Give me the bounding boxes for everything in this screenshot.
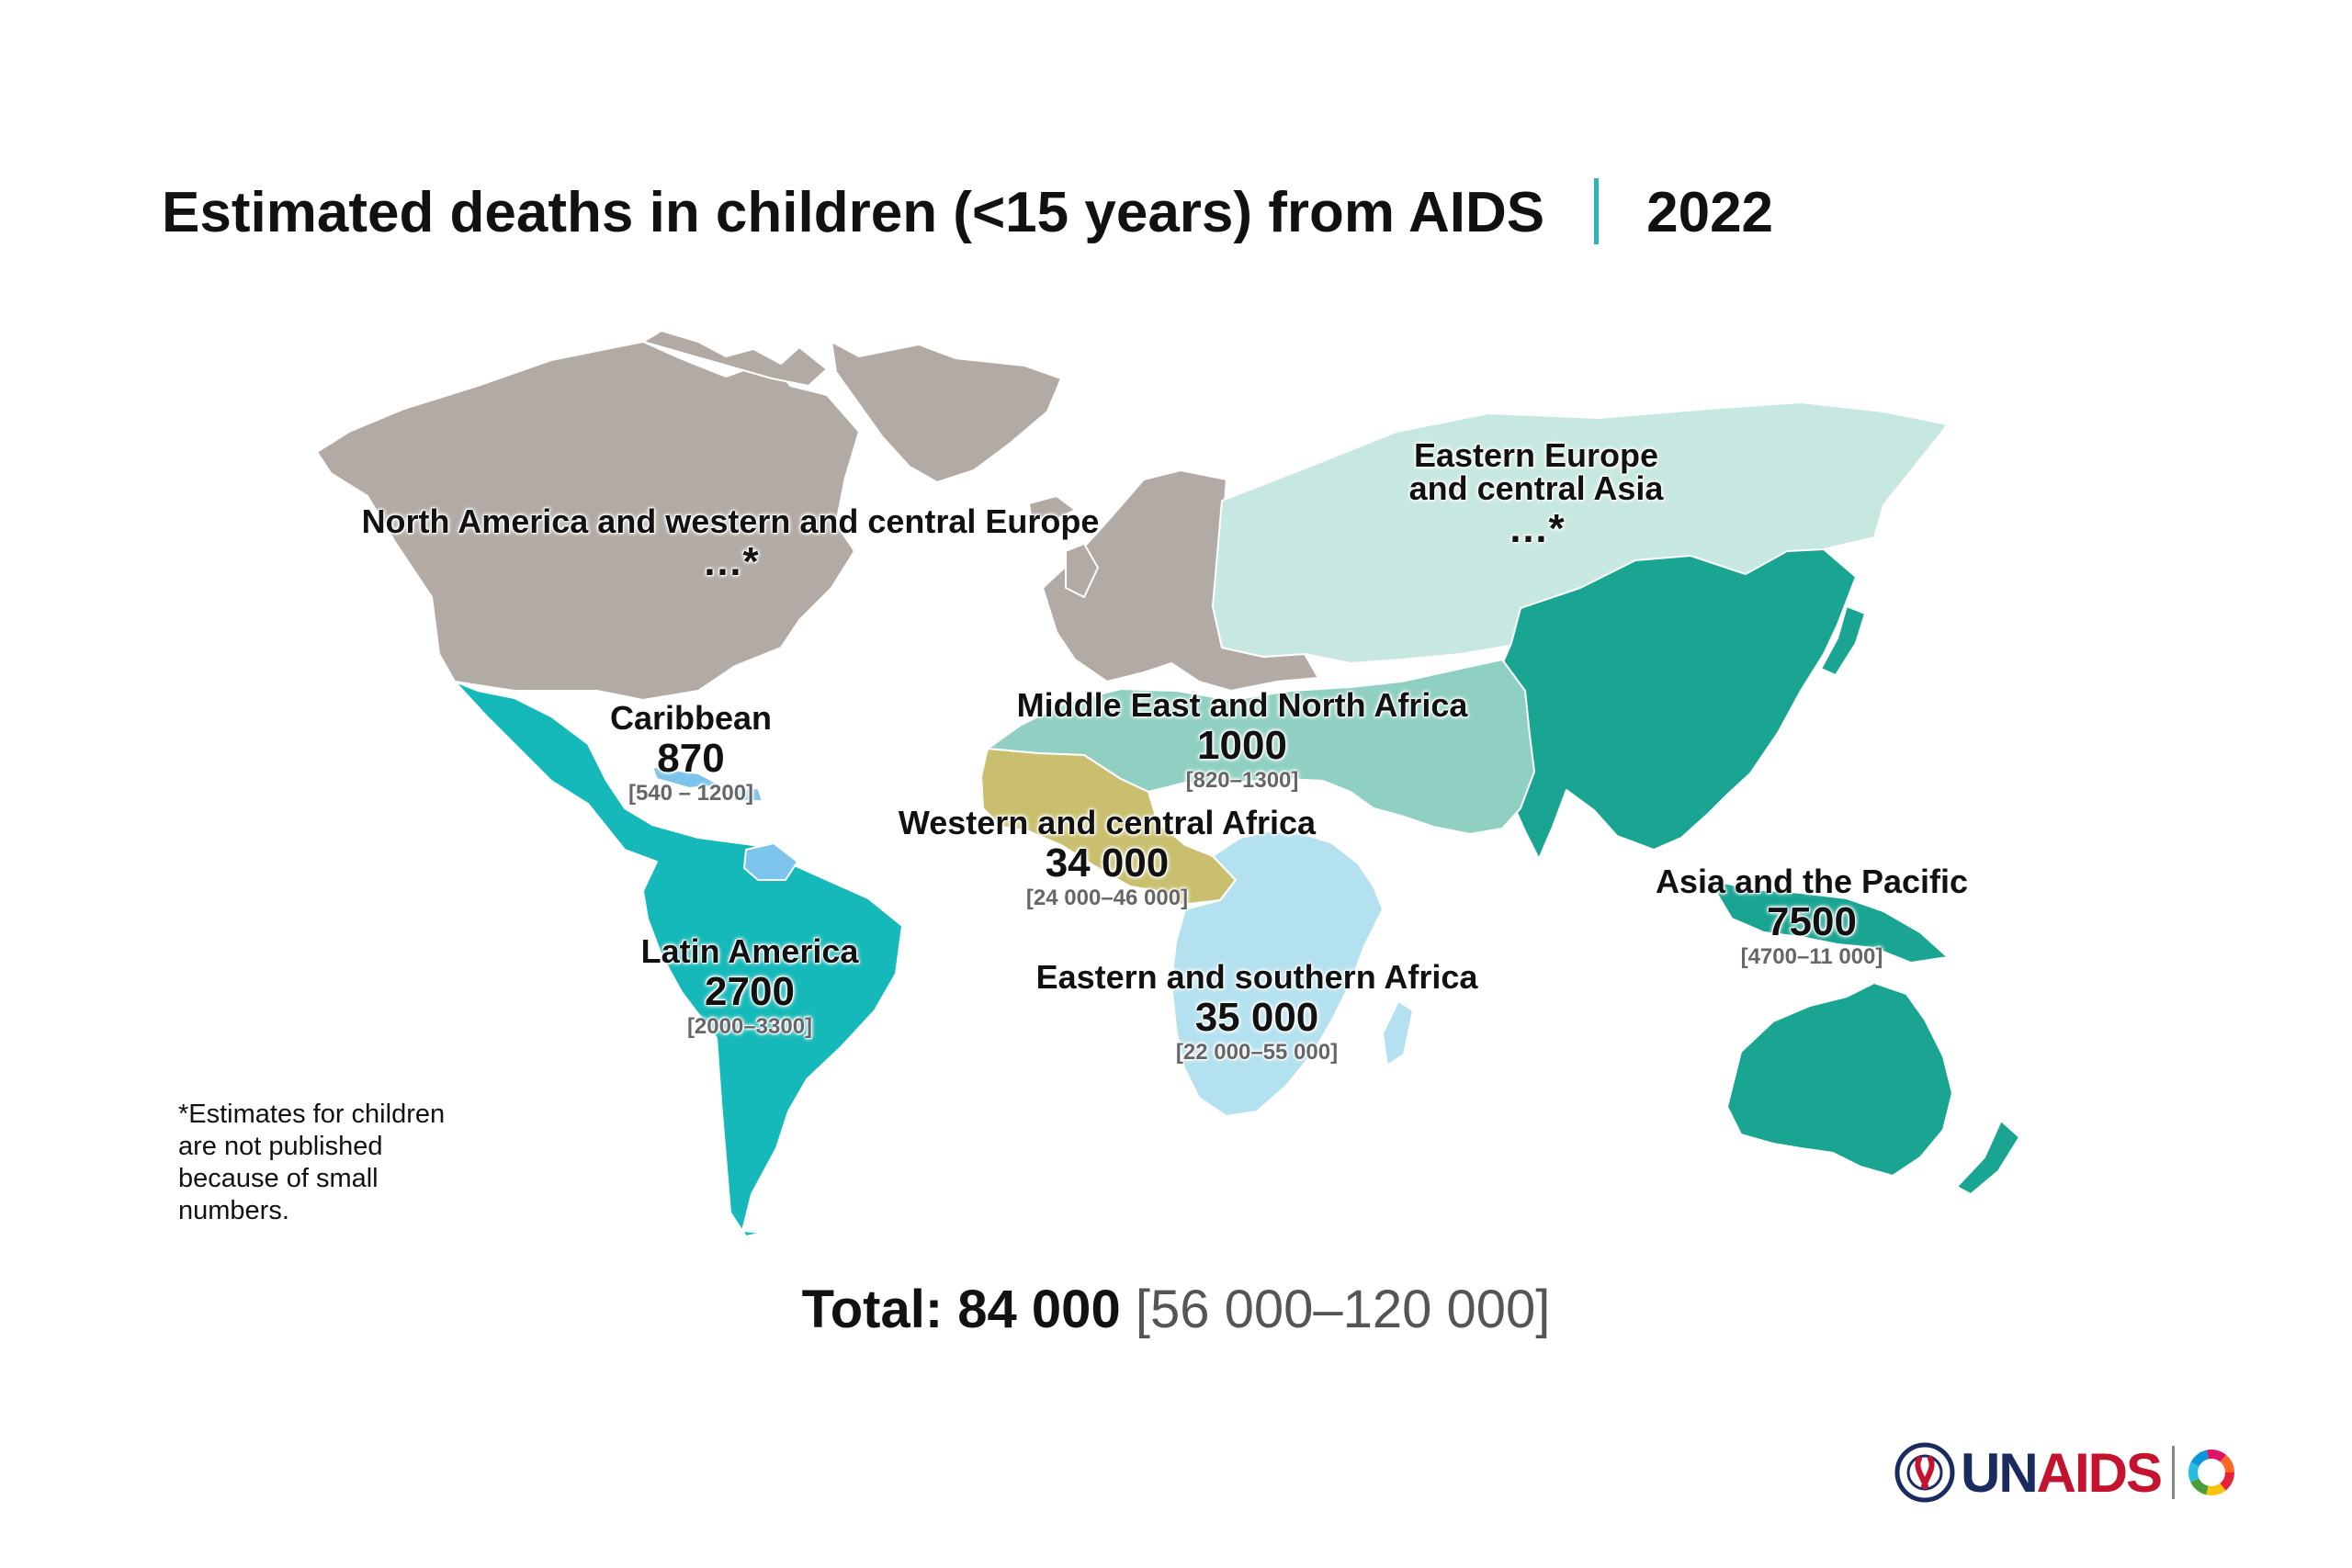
title-text: Estimated deaths in children (<15 years)… xyxy=(162,181,1545,244)
region-eastern-southern-africa xyxy=(1170,830,1384,1117)
region-north-america xyxy=(316,341,860,701)
region-name: Caribbean xyxy=(609,699,773,737)
footnote: *Estimates for children are not publishe… xyxy=(178,1099,491,1227)
region-value: …* xyxy=(702,539,759,584)
footnote-line: *Estimates for children xyxy=(178,1100,446,1129)
region-value: 7500 xyxy=(1767,899,1857,944)
total-value: 84 000 xyxy=(957,1280,1121,1339)
label-middle-east-north-africa: Middle East and North Africa 1000 [820–1… xyxy=(1017,687,1468,794)
region-guianas xyxy=(743,842,798,881)
region-canada-arctic xyxy=(642,330,828,387)
region-middle-east-north-africa xyxy=(987,659,1535,835)
label-asia-pacific: Asia and the Pacific 7500 [4700–11 000] xyxy=(1656,863,1968,970)
sdg-wheel-icon xyxy=(2188,1450,2235,1495)
total-line: Total: 84 000 [56 000–120 000] xyxy=(0,1279,2352,1340)
logo-divider xyxy=(2172,1446,2176,1499)
region-range: [22 000–55 000] xyxy=(1175,1040,1339,1065)
wordmark-un: UN xyxy=(1961,1441,2039,1504)
region-value: 34 000 xyxy=(1045,840,1170,886)
region-uk xyxy=(1065,543,1099,598)
footnote-line: numbers. xyxy=(178,1196,289,1225)
region-iceland xyxy=(1028,495,1076,523)
label-eastern-southern-africa: Eastern and southern Africa 35 000 [22 0… xyxy=(1036,959,1478,1066)
region-name: North America and western and central Eu… xyxy=(361,502,1100,540)
region-cuba xyxy=(651,766,722,789)
region-value: 870 xyxy=(657,736,725,781)
region-greenland xyxy=(831,341,1062,483)
map-title: Estimated deaths in children (<15 years)… xyxy=(162,177,1774,250)
label-eastern-europe-central-asia: Eastern Europe and central Asia …* xyxy=(1409,437,1664,551)
wordmark-aids: AIDS xyxy=(2036,1441,2163,1504)
region-hispaniola xyxy=(729,787,763,802)
region-range: [820–1300] xyxy=(1185,768,1299,793)
region-name-line2: and central Asia xyxy=(1408,469,1664,507)
region-value: 35 000 xyxy=(1194,995,1319,1040)
region-value: …* xyxy=(1508,506,1565,551)
region-value: 1000 xyxy=(1197,723,1287,768)
total-label: Total: xyxy=(801,1280,944,1339)
unaids-logo: UNAIDS xyxy=(1894,1440,2237,1505)
region-range: [24 000–46 000] xyxy=(1025,886,1189,910)
region-range: [540 – 1200] xyxy=(628,781,754,806)
footnote-line: are not published xyxy=(178,1132,383,1161)
region-name-line1: Eastern Europe xyxy=(1413,436,1659,474)
un-emblem-icon xyxy=(1894,1442,1955,1503)
region-latin-america xyxy=(454,681,903,1237)
region-range: [4700–11 000] xyxy=(1740,944,1883,969)
region-middle-east-strip xyxy=(1470,808,1488,818)
region-range: [2000–3300] xyxy=(686,1014,813,1039)
region-new-zealand xyxy=(1956,1120,2020,1195)
region-name: Western and central Africa xyxy=(898,804,1317,841)
label-latin-america: Latin America 2700 [2000–3300] xyxy=(641,933,859,1040)
title-separator xyxy=(1594,177,1600,244)
total-range: [56 000–120 000] xyxy=(1135,1280,1551,1339)
footnote-line: because of small xyxy=(178,1164,379,1193)
region-name: Latin America xyxy=(640,932,859,970)
label-north-america-western-central-europe: North America and western and central Eu… xyxy=(362,503,1100,584)
region-name: Middle East and North Africa xyxy=(1016,686,1468,724)
unaids-wordmark: UNAIDS xyxy=(1961,1441,2163,1505)
region-australia xyxy=(1726,982,1953,1177)
region-japan xyxy=(1820,605,1866,676)
region-name: Eastern and southern Africa xyxy=(1035,958,1478,996)
region-madagascar xyxy=(1382,1000,1414,1066)
label-caribbean: Caribbean 870 [540 – 1200] xyxy=(610,700,772,807)
region-value: 2700 xyxy=(705,969,795,1014)
label-western-central-africa: Western and central Africa 34 000 [24 00… xyxy=(899,805,1316,911)
title-year: 2022 xyxy=(1646,181,1774,244)
region-indonesia xyxy=(1708,879,1949,964)
region-name: Asia and the Pacific xyxy=(1655,863,1969,900)
region-western-central-africa xyxy=(980,748,1237,906)
